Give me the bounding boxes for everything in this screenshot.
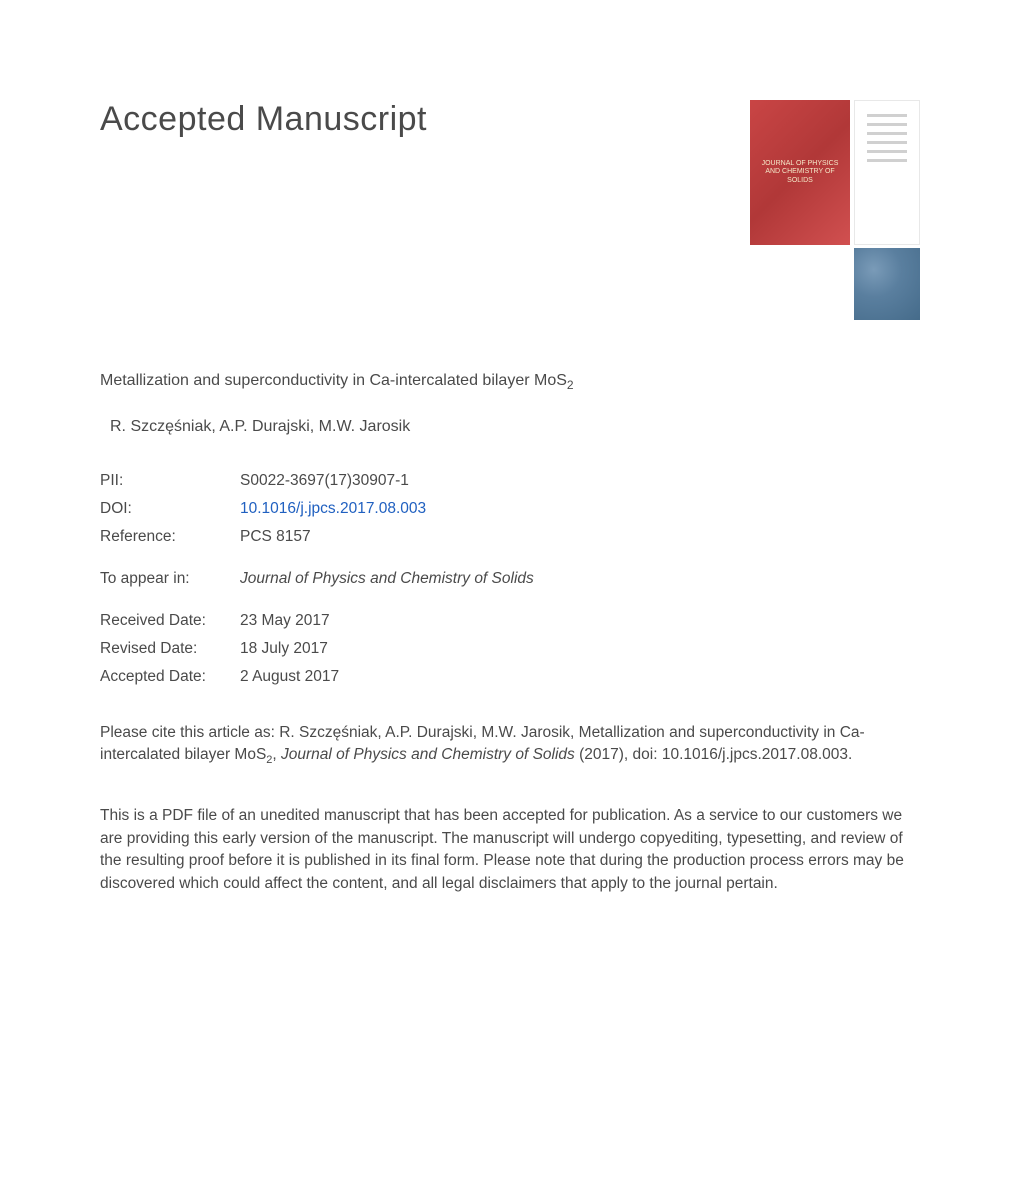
citation-journal: Journal of Physics and Chemistry of Soli…	[281, 746, 575, 763]
article-title-text: Metallization and superconductivity in C…	[100, 372, 567, 389]
pii-label: PII:	[100, 472, 240, 490]
cover-toc-line	[867, 123, 907, 126]
manuscript-page: Accepted Manuscript JOURNAL OF PHYSICS A…	[0, 0, 1020, 1182]
authors-line: R. Szczęśniak, A.P. Durajski, M.W. Jaros…	[100, 418, 920, 436]
meta-row-accepted: Accepted Date: 2 August 2017	[100, 668, 920, 686]
doi-label: DOI:	[100, 500, 240, 518]
meta-row-appear: To appear in: Journal of Physics and Che…	[100, 570, 920, 588]
journal-cover-thumbnail: JOURNAL OF PHYSICS AND CHEMISTRY OF SOLI…	[750, 100, 920, 320]
meta-row-reference: Reference: PCS 8157	[100, 528, 920, 546]
cover-toc-line	[867, 141, 907, 144]
cover-blue-panel	[854, 248, 920, 320]
spacer	[100, 556, 920, 570]
accepted-value: 2 August 2017	[240, 668, 920, 686]
accepted-label: Accepted Date:	[100, 668, 240, 686]
cover-toc-line	[867, 159, 907, 162]
pii-value: S0022-3697(17)30907-1	[240, 472, 920, 490]
appear-value: Journal of Physics and Chemistry of Soli…	[240, 570, 920, 588]
cover-journal-name: JOURNAL OF PHYSICS AND CHEMISTRY OF SOLI…	[750, 156, 850, 189]
meta-row-revised: Revised Date: 18 July 2017	[100, 640, 920, 658]
cover-red-panel: JOURNAL OF PHYSICS AND CHEMISTRY OF SOLI…	[750, 100, 850, 245]
revised-label: Revised Date:	[100, 640, 240, 658]
received-label: Received Date:	[100, 612, 240, 630]
article-title-subscript: 2	[567, 378, 574, 392]
cover-toc-line	[867, 132, 907, 135]
meta-row-doi: DOI: 10.1016/j.jpcs.2017.08.003	[100, 500, 920, 518]
doi-link[interactable]: 10.1016/j.jpcs.2017.08.003	[240, 500, 920, 518]
cover-white-panel	[854, 100, 920, 245]
disclaimer-block: This is a PDF file of an unedited manusc…	[100, 805, 920, 895]
page-heading: Accepted Manuscript	[100, 100, 427, 139]
header-row: Accepted Manuscript JOURNAL OF PHYSICS A…	[100, 100, 920, 320]
metadata-table: PII: S0022-3697(17)30907-1 DOI: 10.1016/…	[100, 472, 920, 686]
reference-label: Reference:	[100, 528, 240, 546]
appear-label: To appear in:	[100, 570, 240, 588]
citation-suffix: (2017), doi: 10.1016/j.jpcs.2017.08.003.	[575, 746, 852, 763]
meta-row-pii: PII: S0022-3697(17)30907-1	[100, 472, 920, 490]
meta-row-received: Received Date: 23 May 2017	[100, 612, 920, 630]
received-value: 23 May 2017	[240, 612, 920, 630]
article-title: Metallization and superconductivity in C…	[100, 370, 920, 394]
citation-block: Please cite this article as: R. Szczęśni…	[100, 722, 920, 770]
reference-value: PCS 8157	[240, 528, 920, 546]
cover-toc-line	[867, 150, 907, 153]
spacer	[100, 598, 920, 612]
citation-middle: ,	[272, 746, 281, 763]
cover-toc-line	[867, 114, 907, 117]
revised-value: 18 July 2017	[240, 640, 920, 658]
